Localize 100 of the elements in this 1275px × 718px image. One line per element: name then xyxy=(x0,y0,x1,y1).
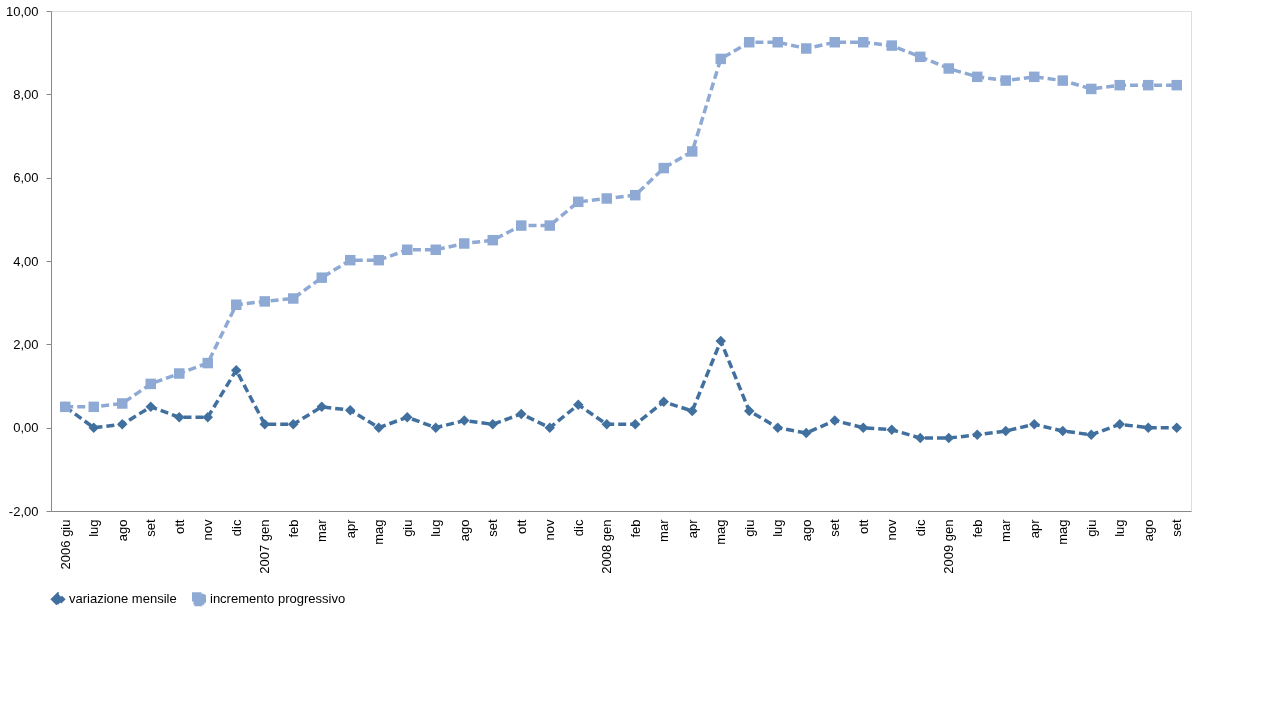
point xyxy=(259,419,270,430)
point xyxy=(402,412,413,423)
point xyxy=(1057,75,1068,86)
point xyxy=(801,43,812,54)
point xyxy=(886,424,897,435)
point xyxy=(202,357,213,369)
x-tick-label: feb xyxy=(285,519,301,538)
point xyxy=(1000,75,1011,86)
point xyxy=(459,238,470,249)
x-tick-label: dic xyxy=(228,519,244,537)
x-tick-label: apr xyxy=(684,518,700,539)
y-tick-label: 4,00 xyxy=(13,253,39,269)
point xyxy=(145,401,156,413)
point xyxy=(1086,83,1097,95)
point xyxy=(715,335,726,347)
point xyxy=(544,220,555,231)
x-tick-label: feb xyxy=(627,519,643,538)
point xyxy=(630,189,641,201)
point xyxy=(345,254,356,266)
point xyxy=(687,146,698,157)
point xyxy=(829,37,840,48)
point xyxy=(915,51,926,63)
point xyxy=(516,408,527,420)
point xyxy=(715,53,726,65)
point xyxy=(573,196,584,208)
point xyxy=(316,272,327,283)
x-tick-label: ott xyxy=(513,519,529,534)
point xyxy=(202,412,213,423)
x-tick-label: mag xyxy=(713,519,729,545)
y-tick-label: 0,00 xyxy=(13,420,39,436)
point xyxy=(744,405,755,417)
point xyxy=(601,419,612,430)
x-tick-label: mag xyxy=(371,519,387,545)
x-tick-label: mag xyxy=(1055,519,1071,545)
point xyxy=(886,40,897,51)
point xyxy=(1114,79,1125,91)
x-tick-label: 2008 gen xyxy=(599,519,615,574)
x-tick-label: ago xyxy=(1140,519,1156,542)
x-tick-label: nov xyxy=(200,519,216,541)
point xyxy=(858,422,869,433)
point xyxy=(1057,425,1068,437)
point xyxy=(117,419,128,430)
point xyxy=(88,401,99,413)
y-tick-label: 6,00 xyxy=(13,170,39,186)
point xyxy=(145,378,156,390)
point xyxy=(772,37,783,48)
x-tick-label: giu xyxy=(1083,519,1099,537)
point xyxy=(1171,79,1182,91)
point xyxy=(601,193,612,204)
point xyxy=(88,422,99,433)
point xyxy=(402,244,413,255)
point xyxy=(516,220,527,231)
point xyxy=(658,396,669,408)
x-tick-label: apr xyxy=(1026,518,1042,539)
point xyxy=(174,368,185,379)
point xyxy=(1171,422,1182,433)
point xyxy=(1114,419,1125,430)
point xyxy=(430,422,441,433)
point xyxy=(972,429,983,440)
x-tick-label: ago xyxy=(456,519,472,542)
point xyxy=(687,405,698,417)
x-tick-label: mar xyxy=(998,518,1014,542)
point xyxy=(858,37,869,48)
point xyxy=(117,398,128,409)
legend-label: incremento progressivo xyxy=(210,591,346,607)
x-tick-label: lug xyxy=(86,519,102,537)
point xyxy=(943,432,954,444)
point xyxy=(345,404,356,416)
x-tick-label: 2006 giu xyxy=(57,519,73,570)
point xyxy=(316,401,327,413)
x-tick-label: set xyxy=(143,519,159,537)
x-tick-label: lug xyxy=(770,519,786,537)
point xyxy=(829,415,840,426)
point xyxy=(288,293,299,304)
x-tick-label: dic xyxy=(912,519,928,537)
point xyxy=(373,422,384,433)
point xyxy=(658,162,669,174)
y-tick-label: 2,00 xyxy=(13,336,39,352)
point xyxy=(972,71,983,83)
y-tick-label: 10,00 xyxy=(5,3,39,19)
point xyxy=(487,234,498,246)
x-tick-label: mar xyxy=(314,518,330,542)
x-tick-label: 2007 gen xyxy=(257,519,273,574)
point xyxy=(259,296,270,307)
x-tick-label: mar xyxy=(656,518,672,542)
x-tick-label: set xyxy=(485,519,501,537)
point xyxy=(1000,425,1011,437)
point xyxy=(544,422,555,433)
point xyxy=(915,432,926,444)
y-tick-label: -2,00 xyxy=(8,503,39,519)
x-tick-label: ott xyxy=(171,519,187,534)
x-tick-label: ago xyxy=(114,519,130,542)
x-tick-label: giu xyxy=(399,519,415,537)
point xyxy=(231,364,242,376)
point xyxy=(174,412,185,423)
x-tick-label: ott xyxy=(855,519,871,534)
point xyxy=(1143,79,1154,91)
x-tick-label: set xyxy=(1169,519,1185,537)
point xyxy=(373,254,384,266)
point xyxy=(430,244,441,255)
